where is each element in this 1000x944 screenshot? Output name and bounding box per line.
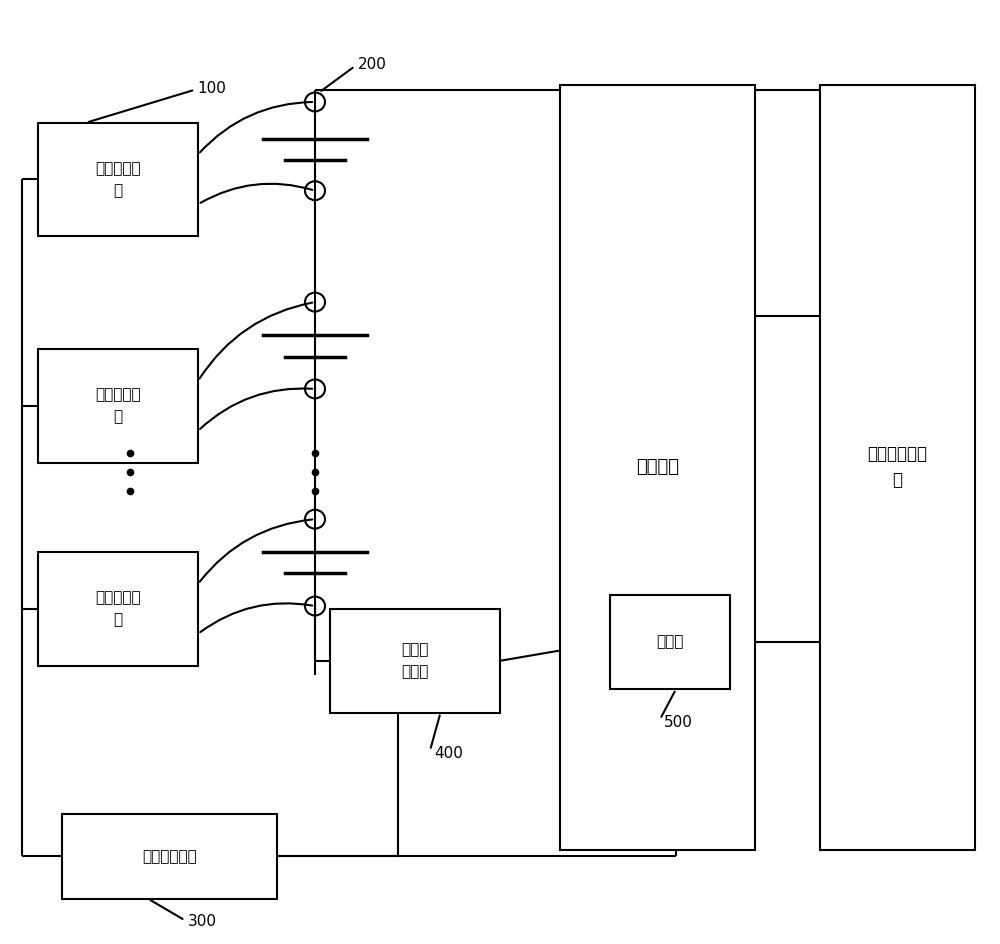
FancyBboxPatch shape [62,814,277,899]
Text: 300: 300 [188,914,217,929]
Text: 100: 100 [197,81,226,96]
Text: 200: 200 [358,57,387,72]
FancyBboxPatch shape [38,123,198,236]
Text: 开关装置: 开关装置 [636,458,679,477]
Text: 电流检
测装置: 电流检 测装置 [401,642,429,680]
FancyBboxPatch shape [38,552,198,666]
Text: 电池管理装置: 电池管理装置 [142,849,197,864]
Text: 电池检测装
置: 电池检测装 置 [95,387,141,425]
FancyBboxPatch shape [38,349,198,463]
Text: 电池检测装
置: 电池检测装 置 [95,160,141,198]
FancyBboxPatch shape [820,85,975,850]
FancyBboxPatch shape [330,609,500,713]
Text: 500: 500 [664,715,693,730]
FancyBboxPatch shape [610,595,730,689]
FancyBboxPatch shape [560,85,755,850]
Text: 400: 400 [434,746,463,761]
Text: 电池检测装
置: 电池检测装 置 [95,590,141,628]
Text: 负载或充电电
源: 负载或充电电 源 [868,445,928,490]
Text: 脱扣器: 脱扣器 [656,634,684,649]
